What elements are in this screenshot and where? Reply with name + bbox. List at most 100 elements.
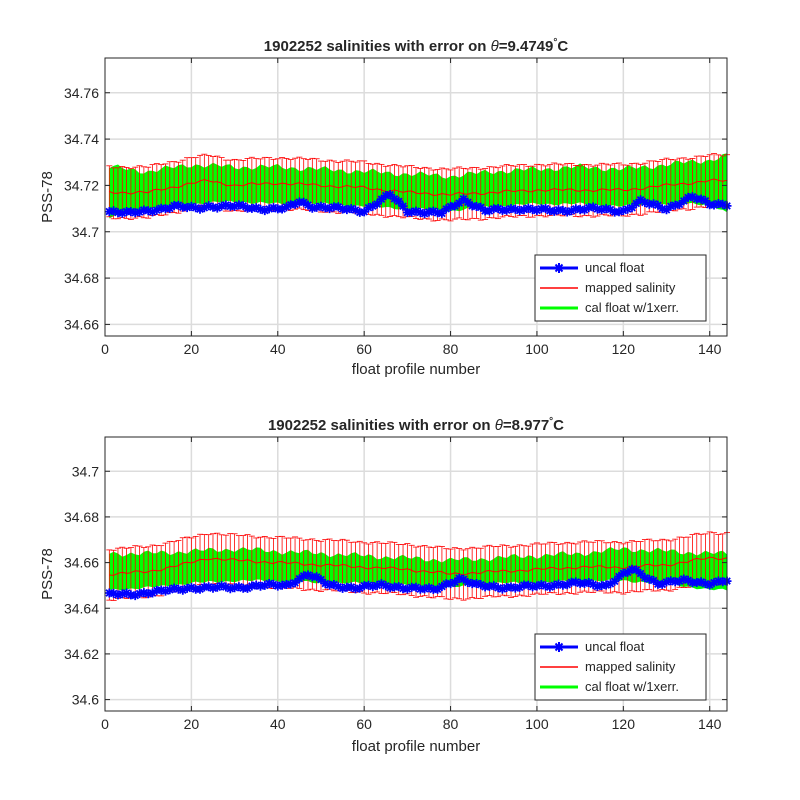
top-x-axis-label: float profile number	[352, 361, 480, 378]
top-uncal-float-point	[307, 203, 317, 213]
bottom-y-axis-label: PSS-78	[39, 548, 56, 600]
bottom-uncal-float-point	[333, 582, 343, 592]
bottom-x-tick-label: 80	[443, 716, 459, 732]
top-uncal-float-point	[657, 204, 667, 214]
top-uncal-float-point	[476, 202, 486, 212]
bottom-uncal-float-point	[182, 583, 192, 593]
top-uncal-float-point	[277, 204, 287, 214]
top-uncal-float-point	[199, 203, 209, 213]
bottom-uncal-float-point	[631, 565, 641, 575]
top-legend-uncal-marker	[554, 263, 564, 273]
top-uncal-float-point	[303, 200, 313, 210]
top-uncal-float-point	[251, 203, 261, 213]
bottom-uncal-float-point	[588, 579, 598, 589]
bottom-uncal-float-point	[186, 582, 196, 592]
top-x-ticks: 0 20 40 60 80 100 120 140	[101, 58, 722, 357]
bottom-uncal-float-point	[411, 582, 421, 592]
top-uncal-float-point	[143, 206, 153, 216]
bottom-uncal-float-point	[515, 582, 525, 592]
bottom-uncal-float-point	[109, 588, 119, 598]
bottom-uncal-float-point	[541, 581, 551, 591]
top-uncal-float-point	[368, 201, 378, 211]
bottom-uncal-float-point	[657, 579, 667, 589]
bottom-uncal-float-point	[148, 588, 157, 598]
top-uncal-float-point	[411, 206, 421, 216]
top-y-ticks: 34.66 34.68 34.7 34.72 34.74 34.76	[64, 85, 727, 332]
bottom-uncal-float-point	[700, 579, 710, 589]
bottom-uncal-float-point	[614, 571, 624, 581]
bottom-uncal-float-point	[709, 578, 719, 588]
top-uncal-float-point	[640, 198, 650, 207]
top-chart: 0 20 40 60 80 100 120 140 34.6634.6834.734.7234…	[39, 37, 732, 378]
top-uncal-float-point	[135, 207, 145, 217]
top-uncal-float-point	[558, 205, 568, 215]
top-uncal-float-point	[636, 195, 646, 205]
bottom-uncal-float-point	[204, 582, 214, 592]
bottom-uncal-float-point	[679, 574, 689, 584]
top-uncal-float-point	[256, 204, 265, 214]
bottom-uncal-float-point	[364, 580, 373, 590]
bottom-mapped-salinity-line	[109, 556, 728, 576]
top-uncal-float-point	[398, 201, 408, 211]
top-uncal-float-point	[618, 206, 628, 215]
bottom-uncal-float-point	[506, 582, 516, 592]
top-uncal-float-point	[459, 194, 468, 204]
bottom-uncal-float-point	[666, 576, 676, 586]
top-legend-mapped-label: mapped salinity	[585, 280, 676, 295]
top-y-tick-label: 34.7	[72, 224, 99, 240]
bottom-uncal-float-point	[329, 580, 339, 589]
bottom-uncal-float-point	[303, 570, 313, 580]
top-y-tick-label: 34.72	[64, 177, 99, 193]
top-uncal-float-point	[260, 206, 270, 216]
top-uncal-float-point	[541, 204, 551, 213]
bottom-uncal-float-point	[312, 572, 322, 582]
top-uncal-float-point	[562, 207, 572, 217]
bottom-uncal-float-point	[424, 583, 434, 593]
top-uncal-float-point	[230, 201, 240, 211]
bottom-uncal-float-point	[230, 583, 240, 593]
top-uncal-float-point	[601, 204, 611, 214]
bottom-uncal-float-point	[571, 577, 581, 587]
top-y-tick-label: 34.66	[64, 316, 99, 332]
bottom-uncal-float-point	[489, 581, 499, 591]
top-uncal-float-point	[502, 205, 512, 215]
bottom-x-tick-label: 20	[184, 716, 200, 732]
top-uncal-float-point	[342, 205, 352, 215]
bottom-uncal-float-point	[161, 586, 170, 596]
bottom-uncal-float-point	[381, 581, 391, 591]
top-uncal-float-point	[649, 199, 659, 209]
top-uncal-float-point	[437, 208, 447, 218]
top-uncal-float-point	[675, 200, 684, 209]
bottom-uncal-float-point	[640, 573, 650, 583]
top-uncal-float-point	[264, 204, 274, 214]
bottom-uncal-float-point	[649, 575, 659, 585]
top-uncal-float-point	[316, 201, 326, 211]
top-uncal-float-point	[623, 204, 633, 214]
bottom-uncal-float-point	[221, 582, 231, 592]
bottom-uncal-float-point	[623, 567, 633, 577]
top-x-tick-label: 100	[525, 341, 549, 357]
bottom-x-tick-label: 140	[698, 716, 722, 732]
bottom-uncal-float-point	[290, 578, 300, 588]
bottom-uncal-float-point	[165, 585, 175, 595]
top-uncal-float-point	[515, 206, 525, 216]
top-uncal-float-point	[696, 194, 706, 204]
top-uncal-float-point	[212, 203, 222, 213]
top-uncal-float-point	[567, 206, 576, 216]
top-uncal-float-point	[493, 204, 503, 213]
bottom-uncal-float-point	[618, 568, 628, 578]
bottom-y-tick-label: 34.6	[72, 692, 99, 708]
top-uncal-float-point	[605, 205, 615, 215]
bottom-uncal-float-point	[212, 582, 222, 592]
legend-star-icon	[554, 642, 564, 652]
bottom-x-tick-label: 40	[270, 716, 286, 732]
bottom-uncal-float-point	[459, 574, 468, 584]
bottom-uncal-float-point	[113, 590, 123, 600]
top-uncal-float-point	[281, 202, 291, 212]
bottom-y-tick-label: 34.68	[64, 509, 99, 525]
top-uncal-float-point	[217, 201, 227, 211]
bottom-uncal-float-point	[454, 573, 464, 583]
top-uncal-float-point	[653, 200, 663, 210]
bottom-x-axis-label: float profile number	[352, 738, 480, 755]
